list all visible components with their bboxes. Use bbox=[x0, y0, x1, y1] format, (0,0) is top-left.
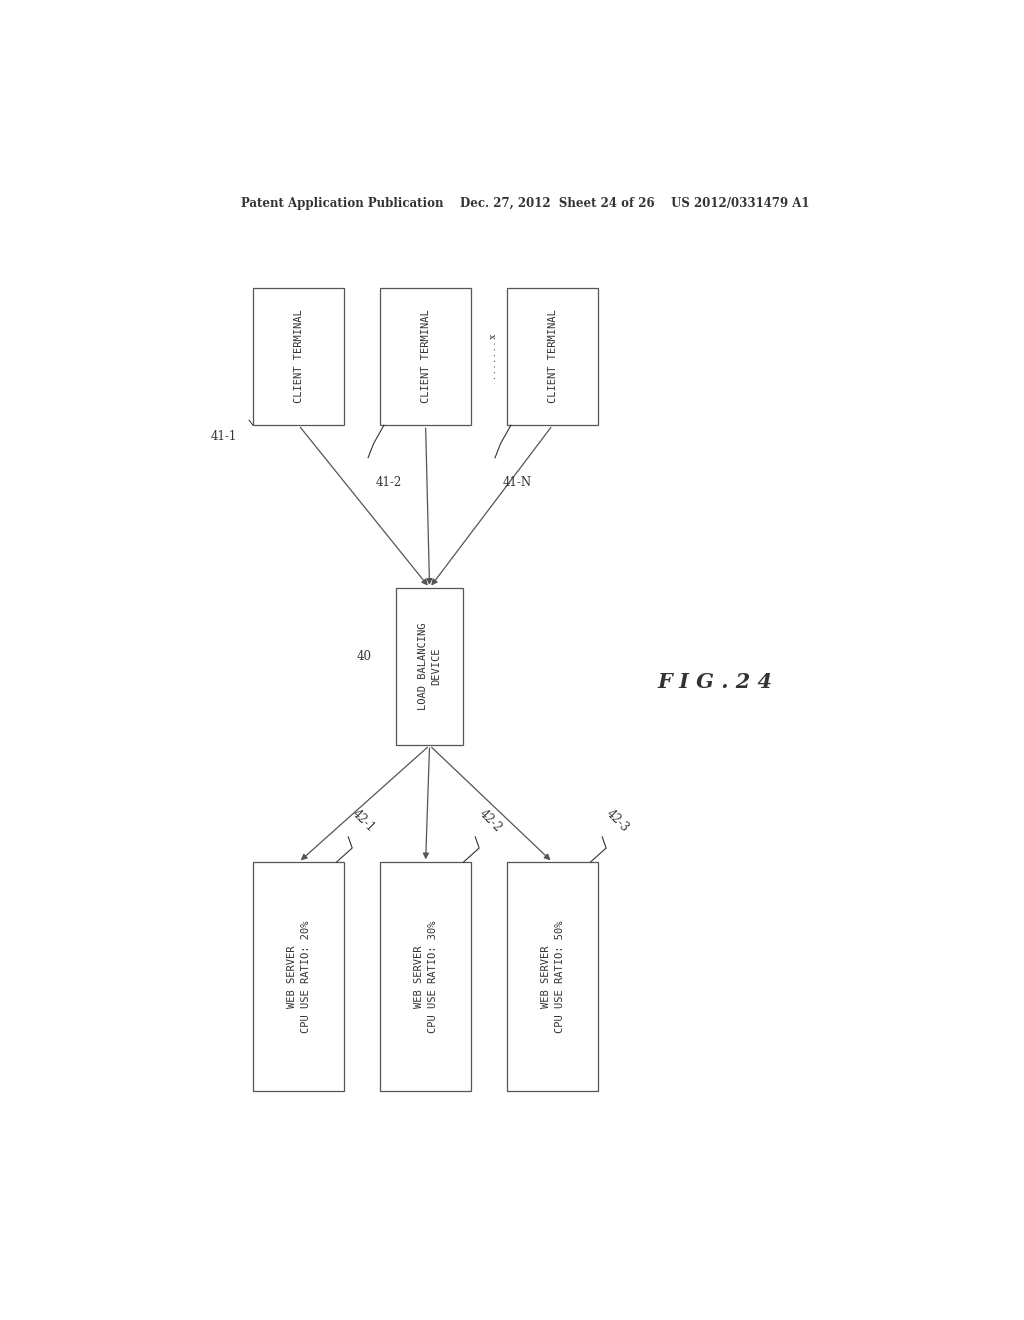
Text: LOAD BALANCING
DEVICE: LOAD BALANCING DEVICE bbox=[418, 623, 441, 710]
Text: Patent Application Publication    Dec. 27, 2012  Sheet 24 of 26    US 2012/03314: Patent Application Publication Dec. 27, … bbox=[241, 197, 809, 210]
Text: 41-N: 41-N bbox=[503, 477, 532, 488]
Text: CLIENT TERMINAL: CLIENT TERMINAL bbox=[548, 310, 558, 404]
Text: CLIENT TERMINAL: CLIENT TERMINAL bbox=[294, 310, 304, 404]
Bar bbox=[380, 288, 471, 425]
Text: WEB SERVER
CPU USE RATIO: 50%: WEB SERVER CPU USE RATIO: 50% bbox=[541, 920, 564, 1032]
Text: 41-2: 41-2 bbox=[376, 477, 402, 488]
Text: CLIENT TERMINAL: CLIENT TERMINAL bbox=[421, 310, 431, 404]
Text: 41-1: 41-1 bbox=[211, 430, 238, 444]
Text: 40: 40 bbox=[357, 649, 372, 663]
Bar bbox=[253, 288, 344, 425]
Text: . . . . . . . x: . . . . . . . x bbox=[488, 334, 498, 379]
Bar bbox=[253, 862, 344, 1090]
Text: F I G . 2 4: F I G . 2 4 bbox=[657, 672, 773, 692]
Bar bbox=[507, 862, 598, 1090]
Text: WEB SERVER
CPU USE RATIO: 20%: WEB SERVER CPU USE RATIO: 20% bbox=[287, 920, 310, 1032]
Text: 42-2: 42-2 bbox=[477, 807, 505, 834]
Text: WEB SERVER
CPU USE RATIO: 30%: WEB SERVER CPU USE RATIO: 30% bbox=[414, 920, 437, 1032]
Text: 42-1: 42-1 bbox=[350, 807, 378, 834]
Bar bbox=[396, 587, 463, 746]
Bar bbox=[380, 862, 471, 1090]
Bar bbox=[507, 288, 598, 425]
Text: 42-3: 42-3 bbox=[604, 807, 632, 834]
